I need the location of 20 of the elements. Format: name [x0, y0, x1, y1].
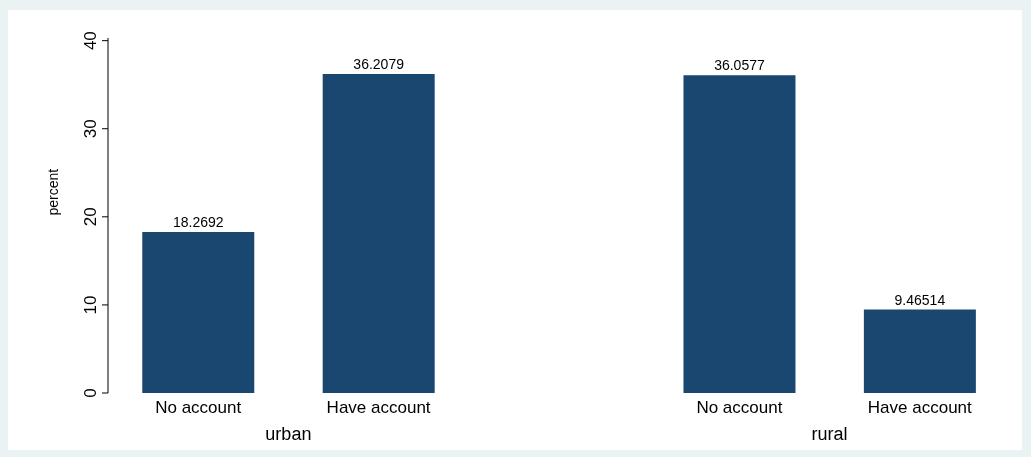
data-label: 9.46514 [894, 291, 946, 308]
x-tick-label: No account [696, 398, 783, 418]
bar [322, 74, 435, 393]
bar [683, 75, 796, 393]
y-tick-label: 20 [81, 207, 100, 227]
data-label: 36.0577 [714, 57, 765, 74]
y-tick-label: 0 [81, 388, 100, 398]
y-tick-label: 10 [81, 295, 100, 315]
y-axis-title: percent [44, 168, 61, 216]
x-tick-label: Have account [867, 398, 973, 418]
text: urban [264, 424, 313, 445]
x-tick-label: Have account [326, 398, 431, 418]
bar [142, 232, 255, 393]
y-tick-label: 30 [81, 119, 100, 139]
data-label: 36.2079 [353, 56, 405, 73]
data-label: 18.2692 [172, 214, 224, 231]
bar [863, 309, 976, 393]
y-tick-label: 40 [81, 31, 100, 51]
x-tick-label: No account [155, 398, 242, 418]
text: rural [810, 424, 849, 445]
